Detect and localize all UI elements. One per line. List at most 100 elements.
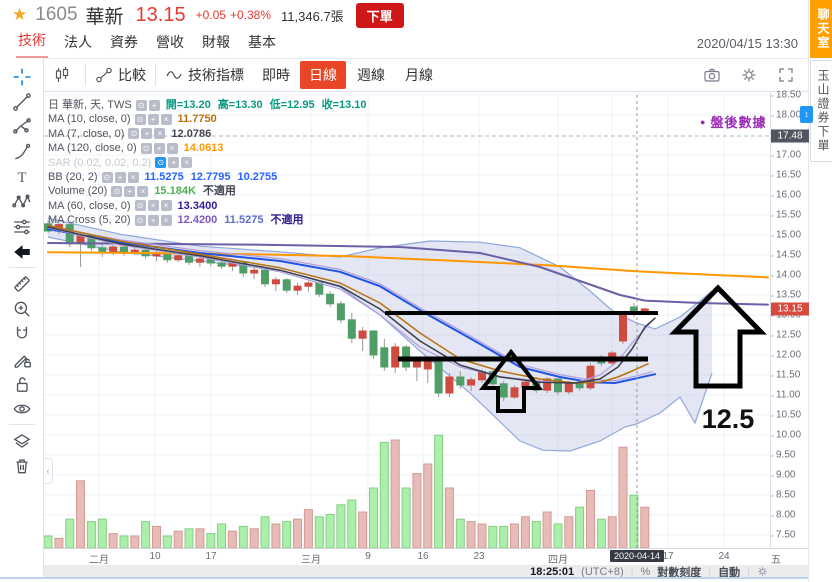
bottom-divider-line bbox=[0, 577, 832, 579]
arrow-price-label[interactable]: 12.5 bbox=[702, 404, 755, 434]
forecast-tool-icon[interactable] bbox=[7, 214, 37, 239]
nav-tabs: 技術 法人 資券 營收 財報 基本 bbox=[0, 30, 808, 58]
legend-value: 14.0613 bbox=[183, 142, 224, 155]
legend-eye-button[interactable]: ⊙ bbox=[135, 99, 147, 111]
chart-settings-gear-icon[interactable] bbox=[740, 66, 758, 84]
price-tick: 18.50 bbox=[770, 89, 802, 101]
legend-gear-button[interactable]: + bbox=[147, 214, 159, 226]
collapse-toolbar-handle[interactable]: ‹ bbox=[44, 458, 53, 484]
legend-close-button[interactable]: × bbox=[160, 214, 172, 226]
legend-close-button[interactable]: × bbox=[181, 157, 193, 169]
percent-scale-button[interactable]: % bbox=[640, 565, 651, 578]
auto-scale-button[interactable]: 自動 bbox=[718, 566, 741, 579]
legend-close-button[interactable]: × bbox=[154, 128, 166, 140]
legend-gear-button[interactable]: + bbox=[147, 114, 159, 126]
price-tick: 15.50 bbox=[770, 209, 802, 221]
candlestick-chart-canvas[interactable]: 12.5 bbox=[44, 92, 770, 548]
candle-style-button[interactable] bbox=[44, 59, 85, 91]
nav-tab-營收[interactable]: 營收 bbox=[156, 34, 184, 50]
legend-close-button[interactable]: × bbox=[160, 200, 172, 212]
favorite-star-icon[interactable]: ★ bbox=[12, 5, 28, 24]
legend-eye-button[interactable]: ⊙ bbox=[155, 157, 167, 169]
legend-eye-button[interactable]: ⊙ bbox=[134, 214, 146, 226]
legend-close-button[interactable]: × bbox=[160, 114, 172, 126]
trend-line-tool-icon[interactable] bbox=[7, 89, 37, 114]
svg-text:T: T bbox=[17, 170, 26, 186]
interval-月線[interactable]: 月線 bbox=[405, 67, 433, 83]
object-tree-tool-icon[interactable] bbox=[7, 428, 37, 453]
legend-gear-button[interactable]: + bbox=[141, 128, 153, 140]
after-hours-data-label: ● 盤後數據 bbox=[700, 115, 767, 130]
legend-value: 低=12.95 bbox=[269, 99, 315, 111]
place-order-button[interactable]: 下單 bbox=[355, 2, 404, 28]
nav-tab-法人[interactable]: 法人 bbox=[64, 34, 92, 50]
text-tool-icon[interactable]: T bbox=[7, 164, 37, 189]
magnet-tool-icon[interactable] bbox=[7, 321, 37, 346]
legend-value: 11.7750 bbox=[177, 113, 217, 126]
legend-eye-button[interactable]: ⊙ bbox=[128, 128, 140, 140]
price-axis[interactable]: ↕ 18.50 18.00 17.00 16.50 16.00 15.50 15.00 14.… bbox=[770, 89, 813, 548]
hide-all-tool-icon[interactable] bbox=[7, 396, 37, 421]
legend-eye-button[interactable]: ⊙ bbox=[101, 171, 113, 183]
legend-close-button[interactable]: × bbox=[127, 171, 139, 183]
legend-gear-button[interactable]: + bbox=[147, 200, 159, 212]
legend-gear-button[interactable]: + bbox=[148, 99, 160, 111]
nav-tab-基本[interactable]: 基本 bbox=[248, 34, 276, 50]
remove-drawings-tool-icon[interactable] bbox=[7, 453, 37, 478]
timezone[interactable]: (UTC+8) bbox=[581, 565, 624, 578]
legend-close-button[interactable]: × bbox=[166, 142, 178, 154]
nav-tab-資券[interactable]: 資券 bbox=[110, 34, 138, 50]
crosshair-tool-icon[interactable] bbox=[7, 64, 37, 89]
legend-row-title: MA (120, close, 0) bbox=[48, 142, 137, 155]
big-up-arrow-drawing[interactable] bbox=[669, 284, 767, 389]
interval-週線[interactable]: 週線 bbox=[357, 67, 385, 83]
legend-close-button[interactable]: × bbox=[137, 186, 149, 198]
nav-tab-技術[interactable]: 技術 bbox=[16, 30, 48, 58]
legend-row-3: MA (120, close, 0) ⊙ + × 14.0613 bbox=[48, 141, 374, 155]
time-axis[interactable]: 二月1017三月91623四月11724五2020-04-14 bbox=[44, 548, 808, 566]
legend-gear-button[interactable]: + bbox=[153, 142, 165, 154]
legend-eye-button[interactable]: ⊙ bbox=[140, 142, 152, 154]
price-tick: 17.00 bbox=[770, 149, 802, 161]
axis-settings-gear-icon[interactable] bbox=[757, 566, 768, 577]
fullscreen-icon[interactable] bbox=[777, 66, 795, 84]
toolbar-divider bbox=[8, 424, 35, 425]
indicators-button[interactable]: 技術指標 bbox=[156, 59, 253, 91]
price-scale-adjust-icon[interactable]: ↕ bbox=[800, 106, 813, 123]
drawing-lock-tool-icon[interactable] bbox=[7, 346, 37, 371]
chart-toolbar: 比較 技術指標 即時 日線 週線 月線 bbox=[44, 58, 808, 92]
time-tick: 四月 bbox=[548, 555, 568, 566]
arrow-marker-tool-icon[interactable] bbox=[7, 239, 37, 264]
small-up-arrow-drawing[interactable] bbox=[478, 348, 544, 413]
broker-order-tab[interactable]: 玉山證券下單 bbox=[810, 60, 832, 162]
lock-all-tool-icon[interactable] bbox=[7, 371, 37, 396]
bb-basis-ma20-line bbox=[47, 228, 656, 384]
nav-tab-財報[interactable]: 財報 bbox=[202, 34, 230, 50]
snapshot-camera-icon[interactable] bbox=[703, 66, 721, 84]
chart-plot-area[interactable]: 12.5 bbox=[44, 92, 770, 548]
ruler-tool-icon[interactable] bbox=[7, 271, 37, 296]
xabcd-pattern-tool-icon[interactable] bbox=[7, 189, 37, 214]
compare-button[interactable]: 比較 bbox=[86, 59, 155, 91]
zoom-in-tool-icon[interactable] bbox=[7, 296, 37, 321]
reference-price-badge: 17.48 bbox=[771, 129, 809, 143]
legend-row-2: MA (7, close, 0) ⊙ + × 12.0786 bbox=[48, 127, 374, 141]
price-change-pct: +0.38% bbox=[229, 8, 272, 22]
bb-band-upper bbox=[47, 217, 713, 330]
legend-row-0: 日 華新, 天, TWS ⊙ + 開=13.20 高=13.30 低=12.95 收=13.… bbox=[48, 98, 374, 112]
legend-eye-button[interactable]: ⊙ bbox=[134, 200, 146, 212]
legend-value: 13.3400 bbox=[177, 199, 218, 212]
log-scale-button[interactable]: 對數刻度 bbox=[657, 566, 702, 579]
legend-eye-button[interactable]: ⊙ bbox=[111, 186, 123, 198]
brush-tool-icon[interactable] bbox=[7, 139, 37, 164]
legend-gear-button[interactable]: + bbox=[124, 186, 136, 198]
pitchfork-tool-icon[interactable] bbox=[7, 114, 37, 139]
legend-gear-button[interactable]: + bbox=[168, 157, 180, 169]
interval-日線[interactable]: 日線 bbox=[300, 61, 346, 89]
legend-gear-button[interactable]: + bbox=[114, 171, 126, 183]
price-tick: 7.50 bbox=[770, 529, 796, 541]
legend-eye-button[interactable]: ⊙ bbox=[134, 114, 146, 126]
realtime-button[interactable]: 即時 bbox=[262, 67, 290, 83]
chatroom-tab[interactable]: 聊天室 bbox=[810, 0, 832, 58]
legend-value: 15.184K bbox=[154, 185, 196, 198]
